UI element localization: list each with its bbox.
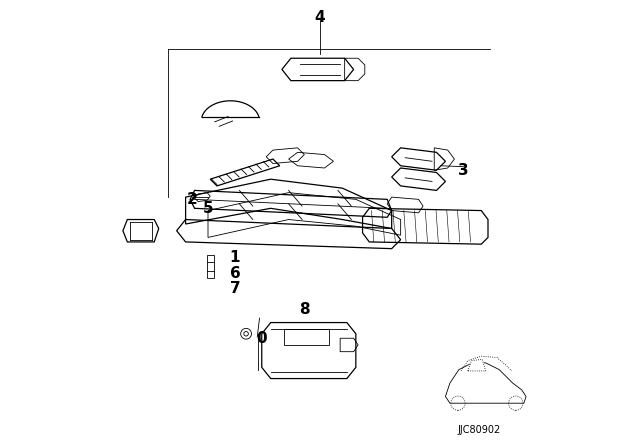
Text: 3: 3 [458, 163, 468, 178]
Text: 1: 1 [230, 250, 240, 265]
Polygon shape [468, 359, 486, 371]
Text: 4: 4 [315, 10, 325, 26]
Bar [207, 255, 214, 278]
Text: 2: 2 [187, 192, 198, 207]
Text: 8: 8 [299, 302, 310, 317]
Text: 6: 6 [230, 266, 240, 281]
Text: 5: 5 [203, 201, 213, 216]
Text: JJC80902: JJC80902 [458, 425, 500, 435]
Text: 0: 0 [257, 331, 267, 346]
Text: 7: 7 [230, 281, 240, 297]
